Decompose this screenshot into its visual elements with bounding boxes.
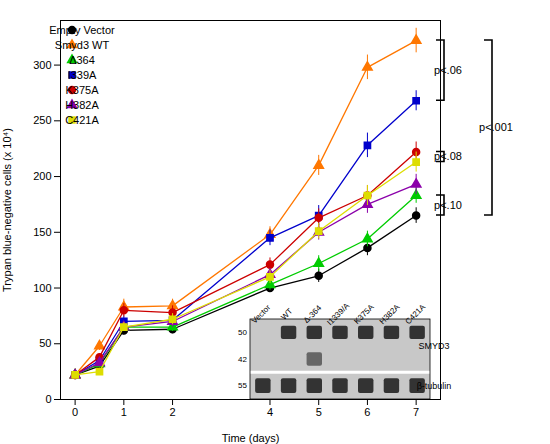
svg-text:p<.001: p<.001 [479, 121, 513, 133]
svg-text:5: 5 [316, 406, 322, 418]
svg-text:K375A: K375A [65, 84, 99, 96]
svg-text:p<.08: p<.08 [434, 150, 462, 162]
svg-text:Δ364: Δ364 [69, 54, 95, 66]
svg-text:Δ-364: Δ-364 [302, 303, 324, 325]
svg-text:Trypan blue-negative cells (x: Trypan blue-negative cells (x 10⁴) [1, 128, 13, 292]
svg-text:50: 50 [39, 337, 51, 349]
svg-text:1: 1 [121, 406, 127, 418]
svg-text:p<.06: p<.06 [434, 64, 462, 76]
svg-text:Time (days): Time (days) [222, 432, 280, 444]
svg-text:WT: WT [279, 307, 294, 322]
svg-text:I339A: I339A [68, 69, 97, 81]
svg-text:SMYD3: SMYD3 [418, 341, 449, 351]
svg-text:42: 42 [238, 355, 247, 364]
svg-text:300: 300 [33, 59, 51, 71]
svg-text:H382A: H382A [378, 302, 402, 326]
svg-text:50: 50 [238, 328, 247, 337]
svg-text:H382A: H382A [65, 99, 99, 111]
svg-text:6: 6 [364, 406, 370, 418]
svg-text:250: 250 [33, 114, 51, 126]
svg-text:0: 0 [72, 406, 78, 418]
svg-text:100: 100 [33, 282, 51, 294]
svg-text:K375A: K375A [352, 302, 376, 326]
svg-text:p<.10: p<.10 [434, 199, 462, 211]
svg-text:200: 200 [33, 170, 51, 182]
svg-text:C421A: C421A [65, 114, 99, 126]
svg-text:55: 55 [238, 381, 247, 390]
svg-text:β-tubulin: β-tubulin [417, 381, 452, 391]
svg-text:I1339/A: I1339/A [325, 301, 351, 327]
svg-text:C421A: C421A [404, 302, 428, 326]
svg-text:Smyd3 WT: Smyd3 WT [55, 39, 110, 51]
svg-text:4: 4 [267, 406, 273, 418]
svg-text:7: 7 [413, 406, 419, 418]
svg-text:0: 0 [45, 393, 51, 405]
svg-text:Empty Vector: Empty Vector [49, 24, 115, 36]
svg-text:150: 150 [33, 226, 51, 238]
svg-text:Vector: Vector [250, 303, 273, 326]
svg-text:2: 2 [169, 406, 175, 418]
